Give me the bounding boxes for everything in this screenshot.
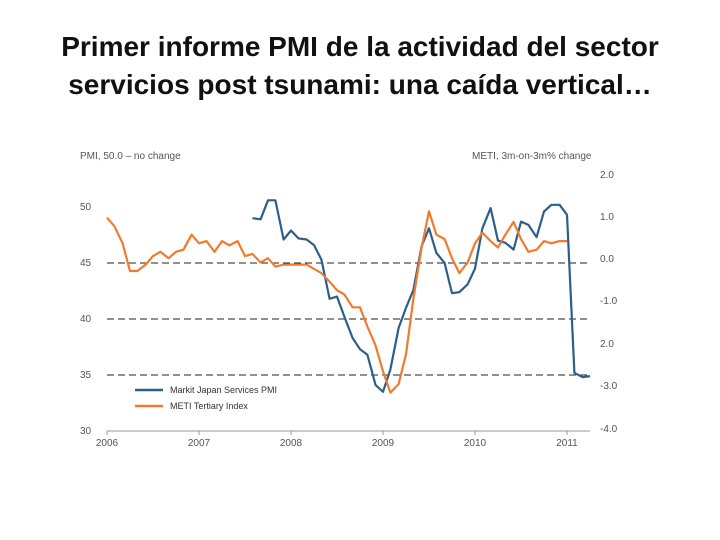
legend-label: Markit Japan Services PMI xyxy=(170,385,277,395)
left-tick-label: 45 xyxy=(80,258,92,269)
right-tick-label: -1.0 xyxy=(600,296,618,307)
series-group xyxy=(106,199,591,394)
left-tick-label: 30 xyxy=(80,426,92,437)
slide-title: Primer informe PMI de la actividad del s… xyxy=(0,28,720,104)
right-tick-label: -3.0 xyxy=(600,381,618,392)
x-tick-label: 2008 xyxy=(280,438,303,449)
x-tick-label: 2007 xyxy=(188,438,211,449)
right-tick-label: -4.0 xyxy=(600,424,618,435)
left-tick-label: 50 xyxy=(80,202,92,213)
right-axis-ticks: 2.0 1.0 0.0 -1.0 2.0 -3.0 -4.0 xyxy=(600,170,618,435)
x-tick-label: 2006 xyxy=(96,438,119,449)
x-axis-ticks: 2006 2007 2008 2009 2010 2011 xyxy=(96,431,578,449)
legend: Markit Japan Services PMI METI Tertiary I… xyxy=(135,385,277,411)
x-tick-label: 2011 xyxy=(556,438,578,449)
reference-lines xyxy=(107,262,590,376)
left-tick-label: 35 xyxy=(80,370,92,381)
right-tick-label: 0.0 xyxy=(600,254,614,265)
legend-label: METI Tertiary Index xyxy=(170,401,248,411)
right-tick-label: 2.0 xyxy=(600,170,614,181)
right-tick-label: 2.0 xyxy=(600,339,614,350)
x-tick-label: 2009 xyxy=(372,438,395,449)
series-line-meti-tertiary xyxy=(106,210,567,394)
slide-title-line-2: servicios post tsunami: una caída vertic… xyxy=(68,69,652,100)
x-tick-label: 2010 xyxy=(464,438,487,449)
slide-title-line-1: Primer informe PMI de la actividad del s… xyxy=(61,31,659,62)
left-tick-label: 40 xyxy=(80,314,92,325)
right-axis-title: METI, 3m-on-3m% change xyxy=(472,151,592,162)
left-axis-ticks: 50 45 40 35 30 xyxy=(80,202,92,437)
left-axis-title: PMI, 50.0 – no change xyxy=(80,151,181,162)
right-tick-label: 1.0 xyxy=(600,212,614,223)
series-line-markit-pmi xyxy=(252,199,591,393)
